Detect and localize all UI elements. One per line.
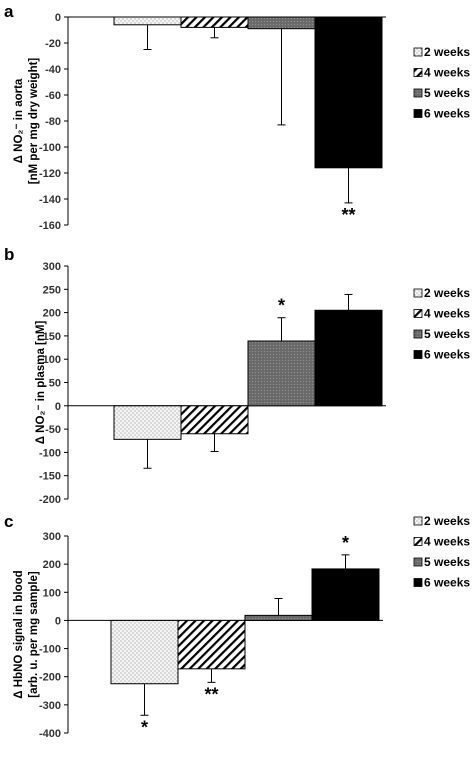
y-tick-label: 50: [49, 378, 61, 390]
legend-swatch-stripes: [413, 537, 423, 546]
significance-marker: *: [342, 533, 349, 553]
bar-5-weeks: [247, 340, 316, 407]
legend-swatch-solid: [413, 578, 423, 587]
panel-c: c 300 200 100 0 -100 -200 -300 -400 Δ HbNO signal…: [4, 512, 470, 740]
legend-label: 2 weeks: [424, 514, 470, 528]
significance-marker: *: [141, 717, 148, 737]
legend-swatch-dots: [413, 516, 423, 526]
y-tick-label: 150: [43, 331, 61, 343]
y-tick-label: 200: [43, 308, 61, 320]
significance-marker: *: [278, 296, 285, 316]
legend-label: 2 weeks: [424, 45, 470, 59]
y-tick-label: -300: [39, 700, 61, 712]
bar-6-weeks: [314, 16, 383, 169]
bar-4-weeks: [180, 16, 249, 28]
legend-label: 4 weeks: [424, 535, 470, 549]
y-tick-label: 200: [43, 559, 61, 571]
y-tick-label: -120: [39, 168, 61, 180]
legend-swatch-grey: [413, 329, 423, 339]
y-tick-label: -200: [39, 672, 61, 684]
y-tick-label: -100: [39, 644, 61, 656]
y-tick-label: 100: [43, 587, 61, 599]
legend-label: 5 weeks: [424, 555, 470, 569]
legend-swatch-dots: [413, 288, 423, 298]
y-tick-label: -400: [39, 728, 61, 740]
legend-swatch-dots: [413, 47, 423, 57]
y-tick-label: 300: [43, 261, 61, 273]
y-tick-label: -100: [39, 447, 61, 459]
y-axis-title: [arb. u. per mg sample]: [28, 571, 40, 698]
y-axis-title: Δ HbNO signal in blood: [13, 570, 25, 698]
legend-label: 6 weeks: [424, 107, 470, 121]
bar-6-weeks: [311, 568, 380, 621]
y-tick-label: 0: [55, 615, 61, 627]
legend-swatch-stripes: [413, 68, 423, 77]
y-tick-label: -150: [39, 471, 61, 483]
legend-swatch-grey: [413, 557, 423, 567]
bar-5-weeks: [244, 614, 313, 621]
legend-label: 5 weeks: [424, 86, 470, 100]
y-tick-label: -40: [45, 64, 61, 76]
legend-swatch-solid: [413, 109, 423, 118]
legend-swatch-solid: [413, 350, 423, 359]
bar-6-weeks: [314, 309, 383, 407]
y-tick-label: -140: [39, 194, 61, 206]
y-axis-title: [nM per mg dry weight]: [28, 58, 40, 185]
legend-swatch-grey: [413, 88, 423, 98]
panel-letter: b: [4, 245, 14, 264]
significance-marker: **: [341, 205, 355, 225]
y-tick-label: -60: [45, 90, 61, 102]
bar-2-weeks: [113, 405, 182, 440]
legend-label: 5 weeks: [424, 327, 470, 341]
y-tick-label: 0: [55, 12, 61, 24]
legend-label: 2 weeks: [424, 286, 470, 300]
y-tick-label: 0: [55, 401, 61, 413]
significance-marker: **: [204, 684, 218, 704]
y-tick-label: -80: [45, 116, 61, 128]
panel-letter: c: [4, 512, 13, 531]
y-tick-label: -20: [45, 38, 61, 50]
bar-2-weeks: [110, 619, 179, 685]
y-tick-label: -200: [39, 494, 61, 506]
y-tick-label: -50: [45, 424, 61, 436]
y-axis-title: Δ NO₂⁻ in plasma [nM]: [35, 321, 47, 445]
panel-b: b 300 250 200 150 100 50 0 -50 -100 -150 -200 Δ NO₂⁻…: [4, 245, 470, 506]
legend-label: 6 weeks: [424, 348, 470, 362]
y-tick-label: 250: [43, 284, 61, 296]
panel-letter: a: [4, 2, 14, 21]
legend-label: 4 weeks: [424, 66, 470, 80]
y-tick-label: 300: [43, 531, 61, 543]
panel-a: a 0 -20 -40 -60 -80 -100 -120 -140 -160 Δ NO₂⁻ in …: [4, 2, 470, 232]
legend-label: 4 weeks: [424, 307, 470, 321]
bar-4-weeks: [180, 405, 249, 435]
y-tick-label: 100: [43, 354, 61, 366]
legend-swatch-stripes: [413, 309, 423, 318]
y-tick-label: -100: [39, 142, 61, 154]
bar-5-weeks: [247, 16, 316, 30]
bar-2-weeks: [113, 16, 182, 26]
y-tick-label: -160: [39, 220, 61, 232]
legend-label: 6 weeks: [424, 576, 470, 590]
y-axis-title: Δ NO₂⁻ in aorta: [13, 78, 25, 163]
bar-4-weeks: [177, 619, 246, 670]
